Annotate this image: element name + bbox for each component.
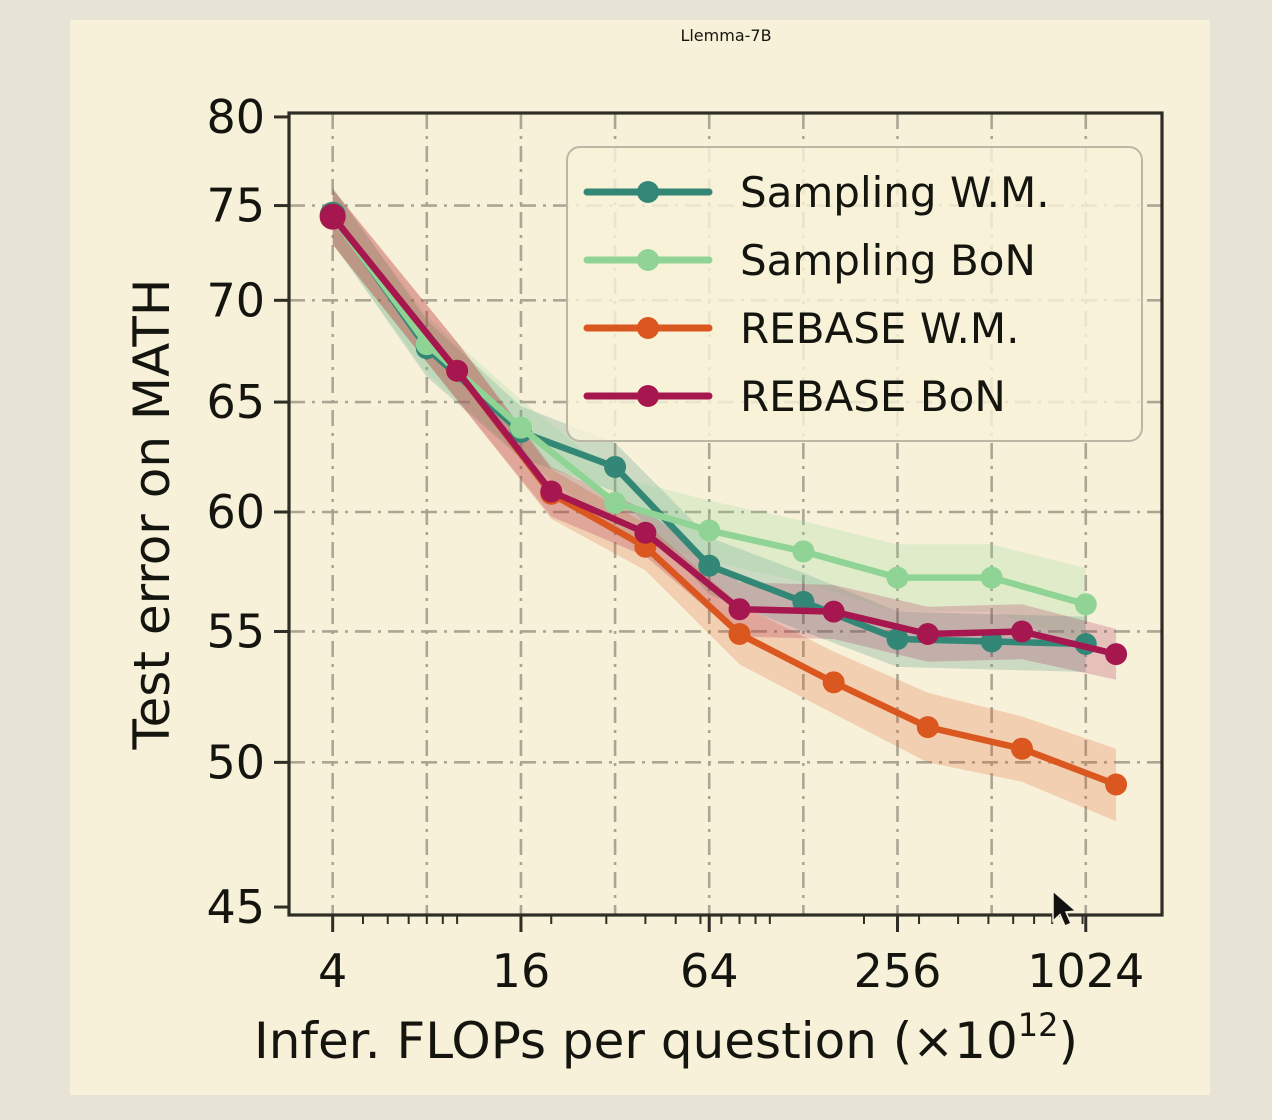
series-point-sampling-bon bbox=[604, 491, 627, 514]
y-tick-label-45: 45 bbox=[206, 880, 265, 934]
y-tick-label-50: 50 bbox=[206, 735, 265, 789]
series-point-rebase-w-m- bbox=[1105, 773, 1128, 796]
series-point-rebase-bon bbox=[1010, 620, 1033, 643]
series-point-sampling-w-m- bbox=[980, 630, 1003, 653]
y-tick-label-65: 65 bbox=[206, 375, 265, 429]
legend-item-rebase-wm: REBASE W.M. bbox=[582, 304, 1127, 353]
series-band-rebase-bon bbox=[332, 189, 1117, 680]
legend-label: REBASE BoN bbox=[740, 371, 1006, 421]
series-point-sampling-bon bbox=[792, 540, 815, 563]
series-point-rebase-bon bbox=[540, 480, 563, 503]
y-tick-label-80: 80 bbox=[206, 90, 265, 144]
series-point-rebase-bon bbox=[1105, 643, 1128, 666]
y-axis-label: Test error on MATH bbox=[123, 278, 181, 750]
legend-label: Sampling W.M. bbox=[740, 167, 1050, 217]
legend: Sampling W.M. Sampling BoN REBASE W.M. R… bbox=[566, 146, 1143, 442]
series-point-rebase-bon bbox=[446, 359, 469, 382]
y-tick-label-55: 55 bbox=[206, 604, 265, 658]
series-point-sampling-w-m- bbox=[792, 590, 815, 613]
legend-item-rebase-bon: REBASE BoN bbox=[582, 372, 1127, 421]
y-tick-label-70: 70 bbox=[206, 273, 265, 327]
x-tick-label-256: 256 bbox=[854, 944, 942, 998]
legend-label: Sampling BoN bbox=[740, 235, 1036, 285]
series-point-rebase-w-m- bbox=[1010, 737, 1033, 760]
series-point-sampling-w-m- bbox=[604, 455, 627, 478]
y-tick-label-75: 75 bbox=[206, 179, 265, 233]
y-tick-label-60: 60 bbox=[206, 485, 265, 539]
chart-title: Llemma-7B bbox=[680, 26, 772, 45]
series-point-sampling-bon bbox=[698, 519, 721, 542]
legend-line-icon bbox=[583, 317, 713, 339]
series-point-sampling-w-m- bbox=[886, 627, 909, 650]
mouse-cursor-icon bbox=[1052, 889, 1078, 927]
series-point-rebase-w-m- bbox=[728, 622, 751, 645]
legend-label: REBASE W.M. bbox=[740, 303, 1020, 353]
series-point-rebase-w-m- bbox=[916, 716, 939, 739]
x-axis-label-exponent: 12 bbox=[1017, 1006, 1059, 1045]
series-point-rebase-w-m- bbox=[822, 671, 845, 694]
legend-line-icon bbox=[583, 249, 713, 271]
series-point-sampling-bon bbox=[509, 416, 532, 439]
series-point-rebase-bon bbox=[916, 622, 939, 645]
x-axis-label-close: ) bbox=[1058, 1011, 1079, 1070]
x-tick-label-4: 4 bbox=[318, 944, 347, 998]
x-tick-label-16: 16 bbox=[492, 944, 551, 998]
series-band-sampling-bon bbox=[332, 189, 1086, 642]
series-point-sampling-bon bbox=[886, 566, 909, 589]
series-point-rebase-bon bbox=[634, 521, 657, 544]
legend-line-icon bbox=[583, 385, 713, 407]
x-tick-label-64: 64 bbox=[680, 944, 739, 998]
legend-item-sampling-bon: Sampling BoN bbox=[582, 236, 1127, 285]
x-axis-label-text: Infer. FLOPs per question (×10 bbox=[253, 1011, 1018, 1070]
series-point-sampling-w-m- bbox=[698, 554, 721, 577]
x-tick-label-1024: 1024 bbox=[1027, 944, 1144, 998]
series-point-rebase-bon bbox=[728, 598, 751, 621]
legend-item-sampling-wm: Sampling W.M. bbox=[582, 168, 1127, 217]
series-point-rebase-bon bbox=[822, 600, 845, 623]
x-axis-label: Infer. FLOPs per question (×1012) bbox=[253, 1006, 1079, 1070]
legend-line-icon bbox=[583, 181, 713, 203]
series-point-sampling-bon bbox=[1074, 593, 1097, 616]
axis-frame bbox=[287, 111, 1164, 917]
series-point-rebase-bon bbox=[319, 203, 346, 230]
series-point-sampling-bon bbox=[980, 566, 1003, 589]
